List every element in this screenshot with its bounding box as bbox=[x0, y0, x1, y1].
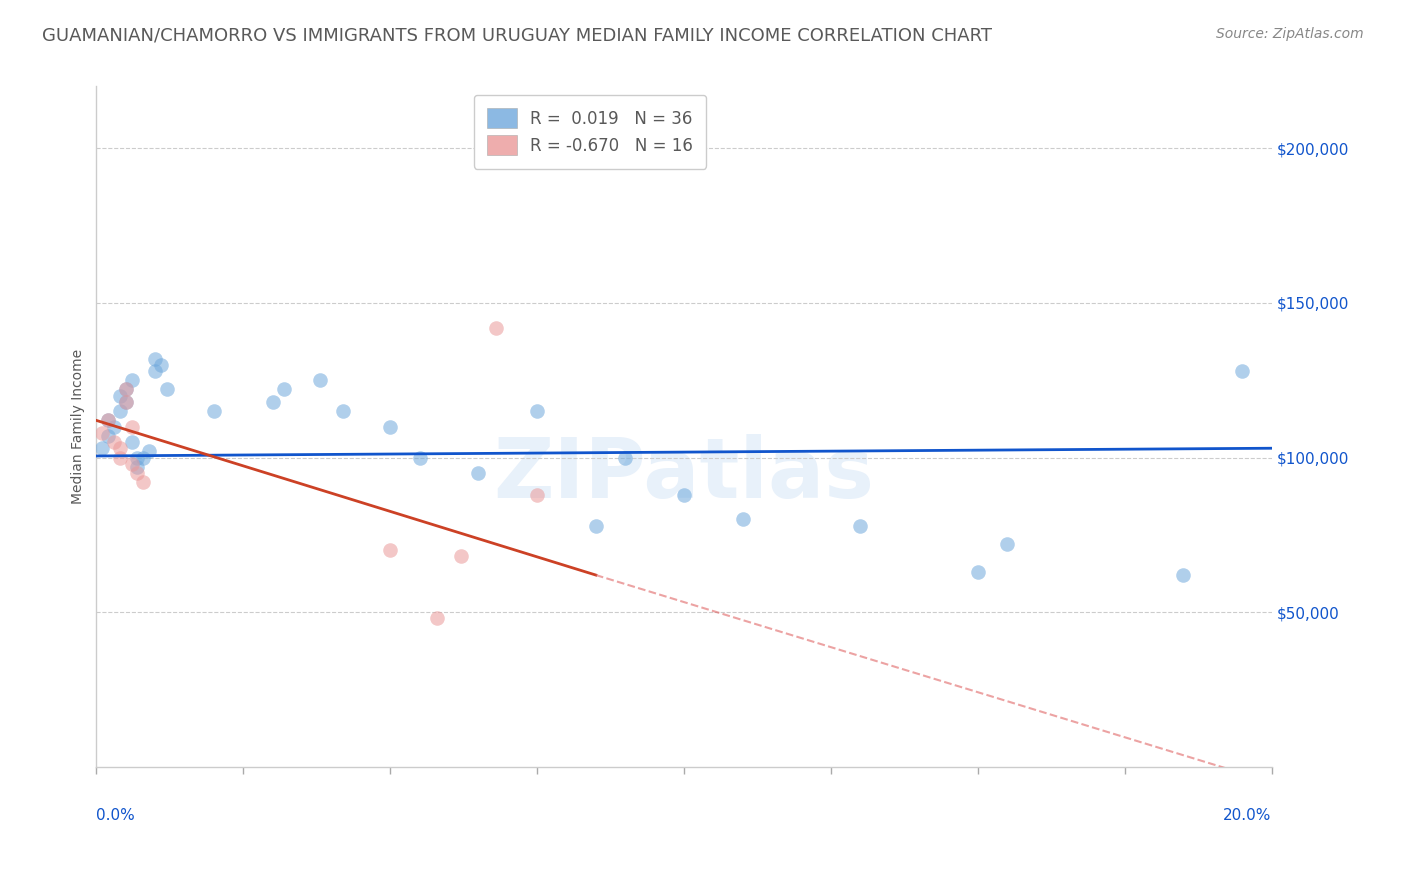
Point bbox=[97, 413, 120, 427]
Point bbox=[150, 358, 173, 372]
Point bbox=[91, 425, 114, 440]
Point bbox=[114, 383, 136, 397]
Point bbox=[103, 435, 125, 450]
Point bbox=[408, 450, 430, 465]
Point bbox=[127, 459, 149, 474]
Point bbox=[332, 404, 354, 418]
Point bbox=[273, 383, 295, 397]
Point bbox=[308, 373, 330, 387]
Point bbox=[1173, 568, 1195, 582]
Text: ZIPatlas: ZIPatlas bbox=[494, 434, 875, 515]
Y-axis label: Median Family Income: Median Family Income bbox=[72, 349, 86, 504]
Legend: R =  0.019   N = 36, R = -0.670   N = 16: R = 0.019 N = 36, R = -0.670 N = 16 bbox=[474, 95, 706, 169]
Point bbox=[731, 512, 754, 526]
Point bbox=[849, 518, 872, 533]
Point bbox=[91, 442, 114, 456]
Point bbox=[378, 419, 401, 434]
Point bbox=[143, 364, 166, 378]
Point bbox=[103, 419, 125, 434]
Point bbox=[114, 394, 136, 409]
Point bbox=[526, 488, 548, 502]
Point bbox=[108, 404, 131, 418]
Point bbox=[262, 394, 284, 409]
Text: GUAMANIAN/CHAMORRO VS IMMIGRANTS FROM URUGUAY MEDIAN FAMILY INCOME CORRELATION C: GUAMANIAN/CHAMORRO VS IMMIGRANTS FROM UR… bbox=[42, 27, 993, 45]
Point bbox=[378, 543, 401, 558]
Text: 0.0%: 0.0% bbox=[97, 808, 135, 823]
Point bbox=[127, 450, 149, 465]
Point bbox=[526, 404, 548, 418]
Text: Source: ZipAtlas.com: Source: ZipAtlas.com bbox=[1216, 27, 1364, 41]
Point bbox=[202, 404, 225, 418]
Point bbox=[672, 488, 695, 502]
Point bbox=[121, 419, 143, 434]
Point bbox=[97, 429, 120, 443]
Point bbox=[485, 320, 508, 334]
Point bbox=[114, 383, 136, 397]
Point bbox=[121, 435, 143, 450]
Point bbox=[132, 475, 155, 490]
Point bbox=[450, 549, 472, 564]
Point bbox=[114, 394, 136, 409]
Point bbox=[138, 444, 160, 458]
Text: 20.0%: 20.0% bbox=[1223, 808, 1271, 823]
Point bbox=[1232, 364, 1254, 378]
Point bbox=[585, 518, 607, 533]
Point bbox=[121, 373, 143, 387]
Point bbox=[426, 611, 449, 625]
Point bbox=[995, 537, 1018, 551]
Point bbox=[614, 450, 637, 465]
Point bbox=[121, 457, 143, 471]
Point bbox=[467, 466, 489, 480]
Point bbox=[108, 450, 131, 465]
Point bbox=[108, 389, 131, 403]
Point bbox=[108, 442, 131, 456]
Point bbox=[132, 450, 155, 465]
Point bbox=[156, 383, 179, 397]
Point bbox=[127, 466, 149, 480]
Point bbox=[143, 351, 166, 366]
Point bbox=[97, 413, 120, 427]
Point bbox=[966, 565, 988, 579]
